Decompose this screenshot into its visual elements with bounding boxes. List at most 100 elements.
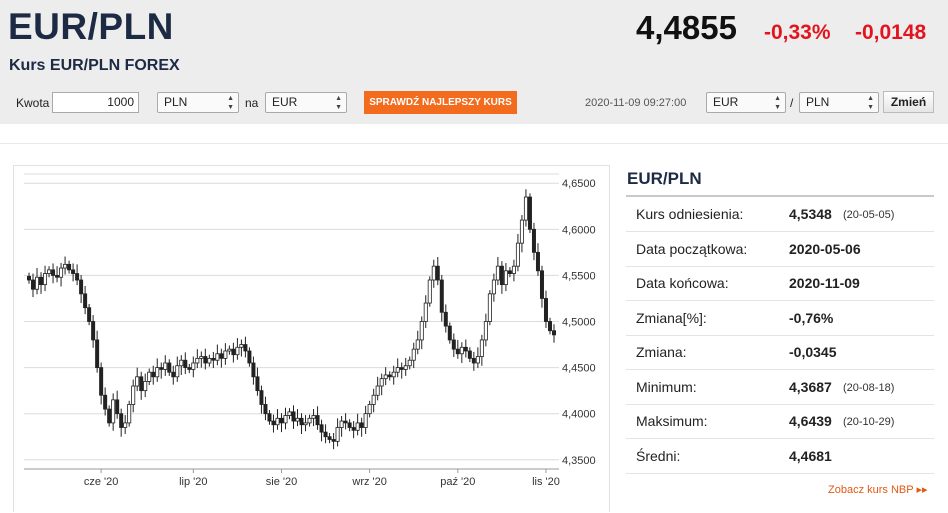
- candle-body: [315, 415, 320, 426]
- candle-body: [299, 417, 304, 426]
- select-arrows-icon: ▲ ▼: [774, 95, 781, 111]
- y-tick-label: 4,4000: [562, 409, 596, 421]
- candle-body: [459, 346, 464, 355]
- candle-body: [291, 411, 296, 422]
- candle-body: [179, 359, 184, 367]
- candle-body: [223, 350, 228, 359]
- candle-body: [351, 427, 356, 431]
- candle-body: [283, 415, 288, 424]
- candle-body: [67, 263, 72, 271]
- candle-body: [539, 270, 544, 299]
- candle-body: [103, 394, 108, 410]
- stats-row: Data końcowa: 2020-11-09: [626, 266, 934, 301]
- candle-body: [327, 436, 332, 440]
- divider: [0, 143, 948, 144]
- stats-row: Zmiana: -0,0345: [626, 335, 934, 370]
- candle-body: [535, 251, 540, 272]
- candle-body: [119, 413, 124, 428]
- candle-body: [339, 420, 344, 428]
- candle-body: [111, 399, 116, 424]
- timestamp: 2020-11-09 09:27:00: [585, 97, 687, 109]
- stats-row: Zmiana[%]: -0,76%: [626, 301, 934, 336]
- candle-body: [163, 362, 168, 370]
- candle-body: [259, 390, 264, 405]
- candle-body: [287, 411, 292, 416]
- candle-body: [311, 415, 316, 419]
- candle-body: [383, 374, 388, 380]
- panel-divider: [626, 195, 934, 197]
- candle-body: [367, 404, 372, 415]
- amount-input[interactable]: 1000: [52, 92, 139, 113]
- candle-body: [323, 431, 328, 438]
- price-chart[interactable]: 4,3500 4,4000 4,4500 4,5000 4,5500 4,6000 4,65…: [13, 165, 610, 512]
- pair-slash: /: [790, 96, 794, 110]
- pair-base-select[interactable]: EUR ▲ ▼: [706, 92, 786, 113]
- candle-body: [135, 376, 140, 387]
- candle-body: [451, 339, 456, 350]
- candle-body: [495, 265, 500, 281]
- candle-body: [63, 263, 68, 269]
- stats-label: Zmiana[%]:: [636, 309, 707, 326]
- candle-body: [151, 371, 156, 378]
- candle-body: [391, 371, 396, 378]
- candle-body: [543, 298, 548, 322]
- stats-date: (20-08-18): [843, 381, 895, 394]
- y-tick-label: 4,6000: [562, 224, 596, 236]
- candle-body: [211, 357, 216, 361]
- to-currency-select[interactable]: EUR ▲ ▼: [265, 92, 347, 113]
- candle-body: [43, 273, 48, 286]
- candle-body: [75, 273, 80, 281]
- candle-body: [139, 376, 144, 392]
- best-rate-button[interactable]: SPRAWDŹ NAJLEPSZY KURS: [364, 91, 517, 114]
- to-currency-value: EUR: [272, 95, 298, 109]
- pair-quote-select[interactable]: PLN ▲ ▼: [799, 92, 879, 113]
- y-tick-label: 4,5000: [562, 317, 596, 329]
- stats-row: Kurs odniesienia: 4,5348 (20-05-05): [626, 197, 934, 232]
- candle-body: [99, 367, 104, 396]
- stats-label: Maksimum:: [636, 413, 708, 429]
- from-currency-select[interactable]: PLN ▲ ▼: [157, 92, 239, 113]
- candle-body: [27, 275, 32, 281]
- candle-body: [475, 356, 480, 364]
- candle-body: [519, 219, 524, 244]
- candle-body: [375, 385, 380, 396]
- stats-date: (20-10-29): [843, 416, 895, 428]
- pair-title: EUR/PLN: [8, 6, 174, 47]
- candle-body: [251, 362, 256, 378]
- candle-body: [467, 350, 472, 359]
- stats-label: Data początkowa:: [636, 240, 748, 257]
- stats-row: Minimum: 4,3687 (20-08-18): [626, 370, 934, 405]
- candle-body: [131, 385, 136, 405]
- candle-body: [547, 321, 552, 332]
- change-pair-button[interactable]: Zmień: [883, 91, 934, 113]
- stats-value: 2020-05-06: [789, 240, 861, 257]
- candle-body: [551, 330, 556, 336]
- candle-body: [35, 276, 40, 290]
- candle-body: [79, 279, 84, 295]
- candle-body: [91, 321, 96, 341]
- candle-body: [395, 367, 400, 373]
- candle-body: [331, 439, 336, 442]
- candle-body: [207, 357, 212, 364]
- candle-body: [115, 399, 120, 415]
- candle-body: [123, 422, 128, 428]
- candle-body: [83, 293, 88, 309]
- candle-body: [435, 265, 440, 281]
- nbp-rate-link[interactable]: Zobacz kurs NBP ▸▸: [828, 484, 928, 496]
- candle-body: [167, 362, 172, 373]
- candle-body: [231, 348, 236, 356]
- select-arrows-icon: ▲ ▼: [335, 95, 342, 111]
- x-tick-label: paź '20: [440, 476, 475, 488]
- page-subtitle: Kurs EUR/PLN FOREX: [9, 57, 180, 74]
- x-tick-label: cze '20: [84, 476, 119, 488]
- x-tick-label: lip '20: [179, 476, 207, 488]
- on-label: na: [245, 96, 259, 110]
- stats-value: 2020-11-09: [789, 275, 860, 291]
- candle-body: [199, 356, 204, 359]
- change-absolute: -0,0148: [855, 21, 927, 44]
- candle-body: [499, 265, 504, 286]
- candle-body: [263, 404, 268, 415]
- candle-body: [415, 339, 420, 350]
- stats-label: Kurs odniesienia:: [636, 206, 744, 222]
- y-tick-label: 4,3500: [562, 455, 596, 467]
